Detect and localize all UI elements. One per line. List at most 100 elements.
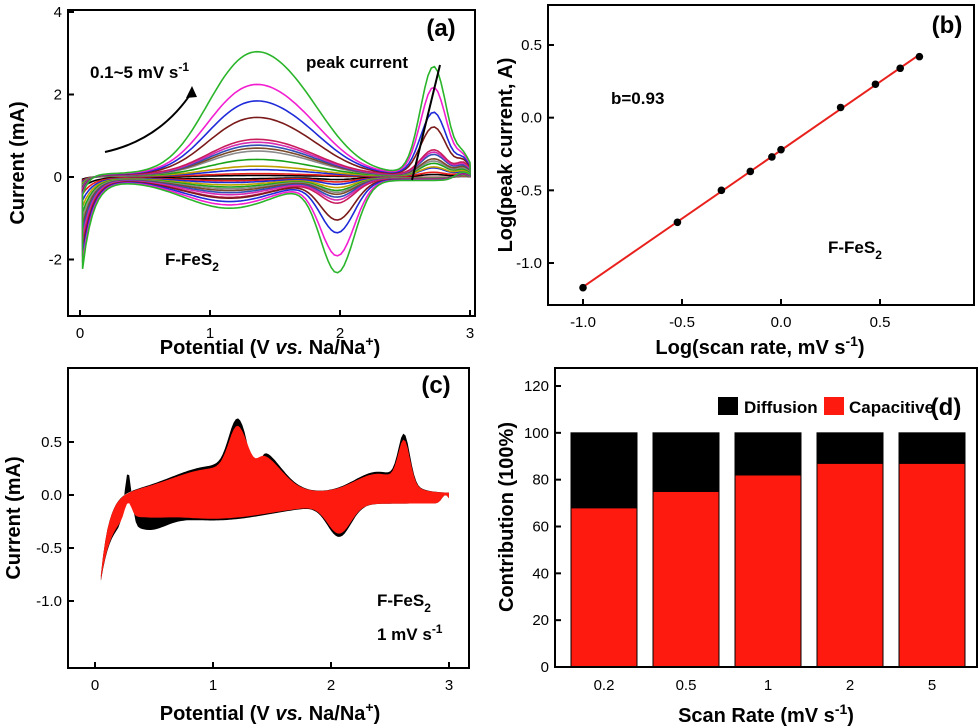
panel-a-sample-label: F-FeS2 [165, 250, 219, 274]
data-point [896, 64, 904, 73]
x-tick-label: 5 [928, 677, 936, 694]
y-tick-label: 0.0 [521, 110, 542, 127]
x-tick-label: 0.2 [594, 677, 615, 694]
x-tick-label: 0 [76, 325, 84, 342]
panel-c-tag: (c) [421, 372, 450, 399]
panel-c-sample-label: F-FeS2 [377, 591, 431, 615]
panel-c: 0 1 2 3 -1.0 -0.5 0.0 0.5 (c) F-FeS2 1 mV s-1 P… [3, 367, 470, 725]
panel-a-arrow-line [104, 91, 193, 153]
panel-d-frame [554, 367, 978, 668]
panel-a-xlabel: Potential (V vs. Na/Na+) [160, 333, 381, 359]
y-tick-label: 2 [54, 87, 62, 104]
bar-diffusion [898, 432, 966, 464]
data-point [768, 153, 776, 161]
x-tick-label: 0.5 [870, 314, 891, 331]
x-tick-label: 1 [206, 325, 214, 342]
cv-curve [81, 50, 471, 274]
y-tick-label: 80 [532, 472, 549, 489]
panel-b-ticks: -1.0 -0.5 0.0 0.5 -1.0 -0.5 0.0 0.5 [516, 37, 890, 331]
data-point [673, 218, 682, 227]
legend-swatch-capacitive [824, 397, 844, 415]
panel-a-arrow-head-icon [186, 86, 197, 98]
panel-c-xlabel: Potential (V vs. Na/Na+) [160, 699, 381, 725]
x-tick-label: 0 [91, 677, 99, 694]
x-tick-label: 2 [846, 677, 854, 694]
y-tick-label: 20 [532, 612, 549, 629]
panel-a-tag: (a) [426, 15, 455, 42]
y-tick-label: 60 [532, 519, 549, 536]
panel-a-ylabel: Current (mA) [7, 101, 29, 224]
y-tick-label: 0.0 [41, 487, 62, 504]
panel-d-ylabel: Contribution (100%) [496, 422, 518, 612]
data-point [871, 80, 880, 89]
y-tick-label: 4 [54, 4, 62, 21]
y-tick-label: 0.5 [41, 434, 62, 451]
panel-a-rate-range: 0.1~5 mV s-1 [90, 60, 189, 82]
x-tick-label: 2 [327, 677, 335, 694]
data-point [777, 145, 785, 154]
panel-b-frame [547, 4, 975, 306]
y-tick-label: -0.5 [36, 540, 62, 557]
x-tick-label: 1 [764, 677, 772, 694]
panel-b-ylabel: Log(peak current, A) [495, 58, 517, 253]
data-point [915, 52, 924, 61]
x-tick-label: 3 [445, 677, 453, 694]
panel-c-ylabel: Current (mA) [3, 456, 25, 579]
bar-capacitive [816, 462, 884, 668]
x-tick-label: -1.0 [570, 314, 596, 331]
panel-b-tag: (b) [932, 12, 963, 39]
panel-d-bars: 0.2 0.5 1 2 5 [570, 432, 966, 694]
bar-diffusion [816, 432, 884, 464]
y-tick-label: 0.5 [521, 37, 542, 54]
bar-capacitive [734, 474, 802, 668]
x-tick-label: 0.5 [676, 677, 697, 694]
legend-label-diffusion: Diffusion [744, 398, 818, 417]
x-tick-label: 3 [466, 325, 474, 342]
panel-c-rate-label: 1 mV s-1 [377, 622, 443, 644]
legend-label-capacitive: Capacitive [849, 398, 934, 417]
panel-d-xlabel: Scan Rate (mV s-1) [678, 701, 854, 727]
panel-d-tag: (d) [931, 394, 962, 421]
y-tick-label: 120 [524, 378, 549, 395]
data-point [746, 167, 755, 176]
y-tick-label: 0 [54, 169, 62, 186]
panel-b-slope: b=0.93 [611, 89, 664, 108]
panel-c-frame [67, 367, 470, 669]
x-tick-label: -0.5 [669, 314, 695, 331]
y-tick-label: 0 [541, 659, 549, 676]
x-tick-label: 2 [336, 325, 344, 342]
panel-d-ticks: 0 20 40 60 80 100 120 [524, 378, 561, 676]
panel-b-xlabel: Log(scan rate, mV s-1) [655, 333, 864, 359]
y-tick-label: -2 [49, 252, 62, 269]
bar-diffusion [652, 432, 720, 492]
panel-a-peak-label: peak current [306, 53, 408, 72]
y-tick-label: -0.5 [516, 182, 542, 199]
panel-a-cv-curves [81, 50, 471, 274]
panel-a-peak-line [411, 64, 441, 181]
panel-c-capacitive-area [100, 425, 450, 581]
y-tick-label: -1.0 [36, 593, 62, 610]
panel-b-sample-label: F-FeS2 [828, 238, 882, 262]
bar-diffusion [570, 432, 638, 509]
data-point [579, 283, 587, 292]
x-tick-label: 0.0 [771, 314, 792, 331]
y-tick-label: 100 [524, 425, 549, 442]
data-point [836, 103, 845, 112]
x-tick-label: 1 [209, 677, 217, 694]
bar-capacitive [652, 490, 720, 668]
panel-b: -1.0 -0.5 0.0 0.5-1.0-0.50.00.5 (b) b=0.93 … [495, 4, 975, 359]
y-tick-label: 40 [532, 565, 549, 582]
legend-swatch-diffusion [718, 397, 738, 415]
y-tick-label: -1.0 [516, 255, 542, 272]
panel-b-points [579, 52, 924, 292]
panel-a-ticks: 0 1 2 3 -2 0 2 4 [49, 4, 475, 342]
cv-curve [81, 138, 471, 245]
bar-diffusion [734, 432, 802, 476]
bar-capacitive [898, 462, 966, 668]
panel-a-frame [67, 9, 476, 317]
bar-capacitive [570, 507, 638, 668]
panel-d: 0.2 0.5 1 2 5 0 20 40 60 80 100 120 Diffusion Capa… [496, 367, 978, 727]
data-point [717, 186, 726, 195]
